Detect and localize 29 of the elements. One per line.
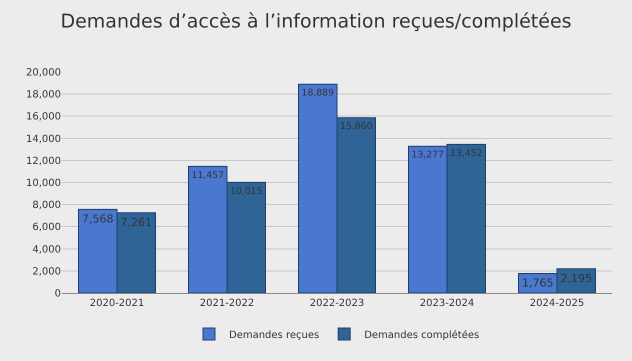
- y-tick-label: 14,000: [26, 134, 61, 145]
- y-tick-label: 16,000: [26, 112, 61, 123]
- y-tick-label: 10,000: [26, 178, 61, 189]
- y-tick-label: 4,000: [32, 244, 61, 256]
- y-tick-label: 8,000: [32, 200, 61, 212]
- data-label: 13,277: [412, 150, 444, 161]
- chart-title: Demandes d’accès à l’information reçues/complétées: [60, 10, 572, 33]
- data-label: 18,889: [302, 88, 334, 99]
- data-label: 15,860: [340, 121, 373, 132]
- data-label: 13,452: [450, 148, 482, 159]
- x-tick-label: 2021-2022: [200, 298, 254, 309]
- data-label: 2,195: [560, 272, 592, 285]
- y-tick-label: 20,000: [26, 68, 61, 78]
- data-label: 10,015: [230, 186, 263, 197]
- data-label: 7,568: [82, 212, 114, 226]
- x-tick-label: 2023-2024: [420, 298, 474, 309]
- data-label: 1,765: [522, 276, 554, 290]
- y-tick-label: 0: [54, 288, 61, 300]
- y-tick-label: 18,000: [26, 90, 61, 101]
- y-tick-label: 2,000: [32, 266, 61, 278]
- legend-label: Demandes complétées: [364, 330, 480, 341]
- y-tick-label: 12,000: [26, 156, 61, 167]
- x-tick-label: 2022-2023: [310, 298, 364, 309]
- data-label: 11,457: [192, 170, 224, 181]
- y-tick-label: 6,000: [32, 222, 61, 234]
- x-tick-label: 2024-2025: [530, 298, 584, 309]
- x-tick-label: 2020-2021: [90, 298, 144, 309]
- legend-label: Demandes reçues: [229, 330, 320, 341]
- data-label: 7,261: [120, 216, 152, 229]
